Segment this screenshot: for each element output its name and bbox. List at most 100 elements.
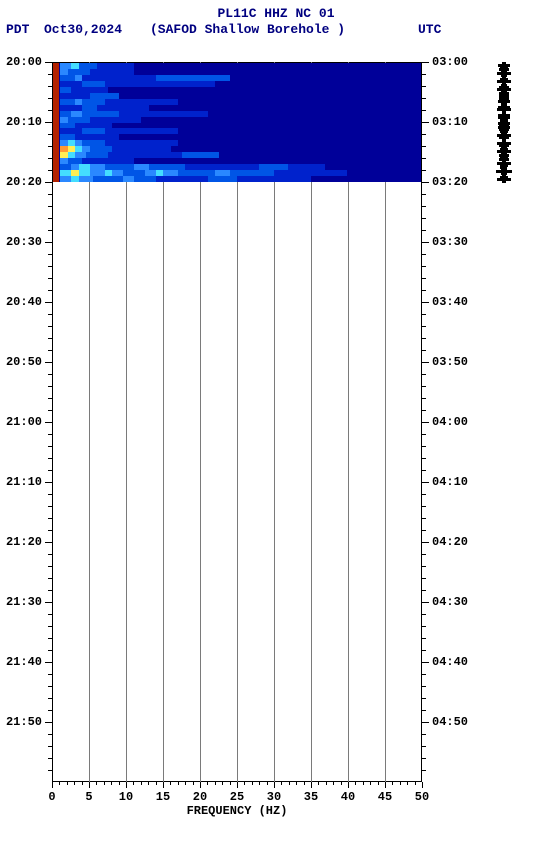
y-tick-left-minor xyxy=(48,638,52,639)
y-tick-right-minor xyxy=(422,674,426,675)
y-tick-right-minor xyxy=(422,134,426,135)
y-tick-right-minor xyxy=(422,314,426,315)
x-tick xyxy=(89,782,90,788)
x-axis-label: FREQUENCY (HZ) xyxy=(52,804,422,818)
spectrogram-data xyxy=(53,63,421,182)
y-tick-left-minor xyxy=(48,530,52,531)
x-tick-minor xyxy=(104,782,105,785)
y-tick-left-minor xyxy=(48,686,52,687)
spectro-cell xyxy=(123,176,134,182)
x-tick xyxy=(52,782,53,788)
y-tick-label-left: 21:50 xyxy=(6,715,42,729)
spectro-cell xyxy=(71,176,78,182)
y-tick-label-right: 03:50 xyxy=(432,355,468,369)
x-tick xyxy=(348,782,349,788)
y-tick-left-minor xyxy=(48,314,52,315)
x-tick xyxy=(274,782,275,788)
x-tick-label: 10 xyxy=(119,790,133,804)
y-tick-label-left: 21:20 xyxy=(6,535,42,549)
x-tick-minor xyxy=(281,782,282,785)
x-tick-label: 45 xyxy=(378,790,392,804)
y-tick-right-minor xyxy=(422,194,426,195)
y-tick-right-minor xyxy=(422,686,426,687)
y-tick-left-minor xyxy=(48,518,52,519)
y-tick-label-right: 04:30 xyxy=(432,595,468,609)
y-tick-right-minor xyxy=(422,254,426,255)
y-tick-left xyxy=(45,422,52,423)
y-tick-left-minor xyxy=(48,98,52,99)
y-tick-right-minor xyxy=(422,554,426,555)
y-tick-left xyxy=(45,302,52,303)
x-tick xyxy=(126,782,127,788)
spectro-cell xyxy=(60,176,71,182)
y-tick-right-minor xyxy=(422,86,426,87)
x-tick-label: 15 xyxy=(156,790,170,804)
y-tick-right-minor xyxy=(422,518,426,519)
y-tick-left-minor xyxy=(48,734,52,735)
x-tick-minor xyxy=(230,782,231,785)
y-tick-label-right: 04:40 xyxy=(432,655,468,669)
x-tick xyxy=(422,782,423,788)
y-tick-left xyxy=(45,542,52,543)
x-tick-minor xyxy=(341,782,342,785)
y-tick-left-minor xyxy=(48,218,52,219)
y-tick-right-minor xyxy=(422,350,426,351)
y-tick-left-minor xyxy=(48,230,52,231)
y-tick-right-minor xyxy=(422,578,426,579)
y-tick-left-minor xyxy=(48,446,52,447)
y-tick-right xyxy=(422,662,429,663)
y-tick-right-minor xyxy=(422,566,426,567)
y-tick-label-left: 20:10 xyxy=(6,115,42,129)
spectro-cell xyxy=(93,176,122,182)
y-tick-right-minor xyxy=(422,98,426,99)
y-tick-left-minor xyxy=(48,194,52,195)
x-tick-minor xyxy=(170,782,171,785)
y-tick-left xyxy=(45,62,52,63)
y-tick-right-minor xyxy=(422,710,426,711)
y-tick-left xyxy=(45,242,52,243)
y-tick-left-minor xyxy=(48,266,52,267)
x-tick-minor xyxy=(296,782,297,785)
y-tick-label-left: 21:30 xyxy=(6,595,42,609)
x-tick-minor xyxy=(407,782,408,785)
x-tick-minor xyxy=(378,782,379,785)
x-tick-minor xyxy=(222,782,223,785)
x-tick-minor xyxy=(289,782,290,785)
x-tick-minor xyxy=(178,782,179,785)
y-tick-right-minor xyxy=(422,278,426,279)
y-tick-left xyxy=(45,122,52,123)
y-tick-left-minor xyxy=(48,614,52,615)
low-freq-red-edge xyxy=(53,63,59,182)
y-tick-right-minor xyxy=(422,746,426,747)
y-tick-right-minor xyxy=(422,110,426,111)
x-tick-label: 20 xyxy=(193,790,207,804)
y-tick-left-minor xyxy=(48,254,52,255)
y-tick-label-left: 20:30 xyxy=(6,235,42,249)
x-tick-minor xyxy=(193,782,194,785)
y-tick-right-minor xyxy=(422,338,426,339)
x-tick-minor xyxy=(363,782,364,785)
x-tick-minor xyxy=(82,782,83,785)
y-tick-left-minor xyxy=(48,86,52,87)
y-tick-left-minor xyxy=(48,554,52,555)
y-tick-right xyxy=(422,422,429,423)
y-tick-label-right: 03:20 xyxy=(432,175,468,189)
y-tick-left-minor xyxy=(48,710,52,711)
x-tick-minor xyxy=(148,782,149,785)
y-tick-left xyxy=(45,182,52,183)
y-tick-right xyxy=(422,122,429,123)
y-tick-right-minor xyxy=(422,626,426,627)
y-tick-left-minor xyxy=(48,674,52,675)
y-tick-right-minor xyxy=(422,434,426,435)
y-tick-left-minor xyxy=(48,650,52,651)
y-tick-right-minor xyxy=(422,398,426,399)
y-tick-left-minor xyxy=(48,410,52,411)
x-tick-minor xyxy=(370,782,371,785)
y-tick-label-right: 03:40 xyxy=(432,295,468,309)
y-tick-label-left: 20:00 xyxy=(6,55,42,69)
tz-right-label: UTC xyxy=(418,22,441,37)
x-tick-minor xyxy=(185,782,186,785)
y-tick-right xyxy=(422,302,429,303)
y-tick-left-minor xyxy=(48,506,52,507)
y-tick-left-minor xyxy=(48,566,52,567)
